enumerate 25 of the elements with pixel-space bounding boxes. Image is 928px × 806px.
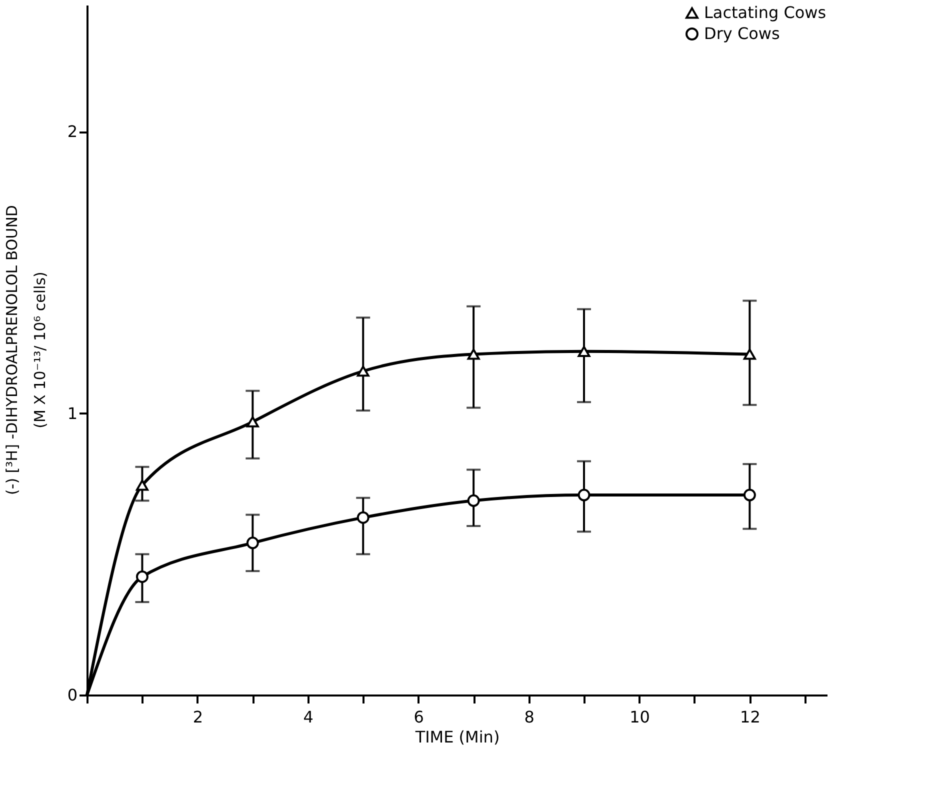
point — [743, 488, 756, 502]
point — [356, 511, 370, 524]
x-tick-label: 8 — [524, 708, 534, 726]
point — [578, 488, 590, 502]
legend-label: Lactating Cows — [704, 3, 826, 22]
y-axis-title: (-) [³H] -DIHYDROALPRENOLOL BOUND (M X 10⁻¹³/ 10⁶ cells) — [3, 205, 49, 495]
point — [578, 346, 590, 357]
point — [467, 494, 480, 507]
point — [246, 416, 259, 428]
y-tick-label: 0 — [67, 686, 78, 704]
point — [356, 366, 370, 377]
x-axis-title: TIME (Min) — [414, 728, 500, 746]
y-tick-label: 2 — [67, 122, 78, 142]
point — [743, 348, 756, 360]
x-tick-label: 2 — [192, 708, 204, 726]
legend-label: Dry Cows — [704, 24, 780, 43]
point — [136, 480, 148, 491]
point — [136, 570, 148, 583]
x-tick-label: 6 — [414, 708, 424, 726]
point — [246, 536, 259, 550]
x-tick-label: 10 — [630, 708, 650, 726]
y-tick-label: 1 — [67, 404, 78, 423]
x-tick-label: 4 — [303, 708, 314, 726]
x-tick-label: 12 — [740, 708, 760, 726]
point — [467, 348, 480, 360]
